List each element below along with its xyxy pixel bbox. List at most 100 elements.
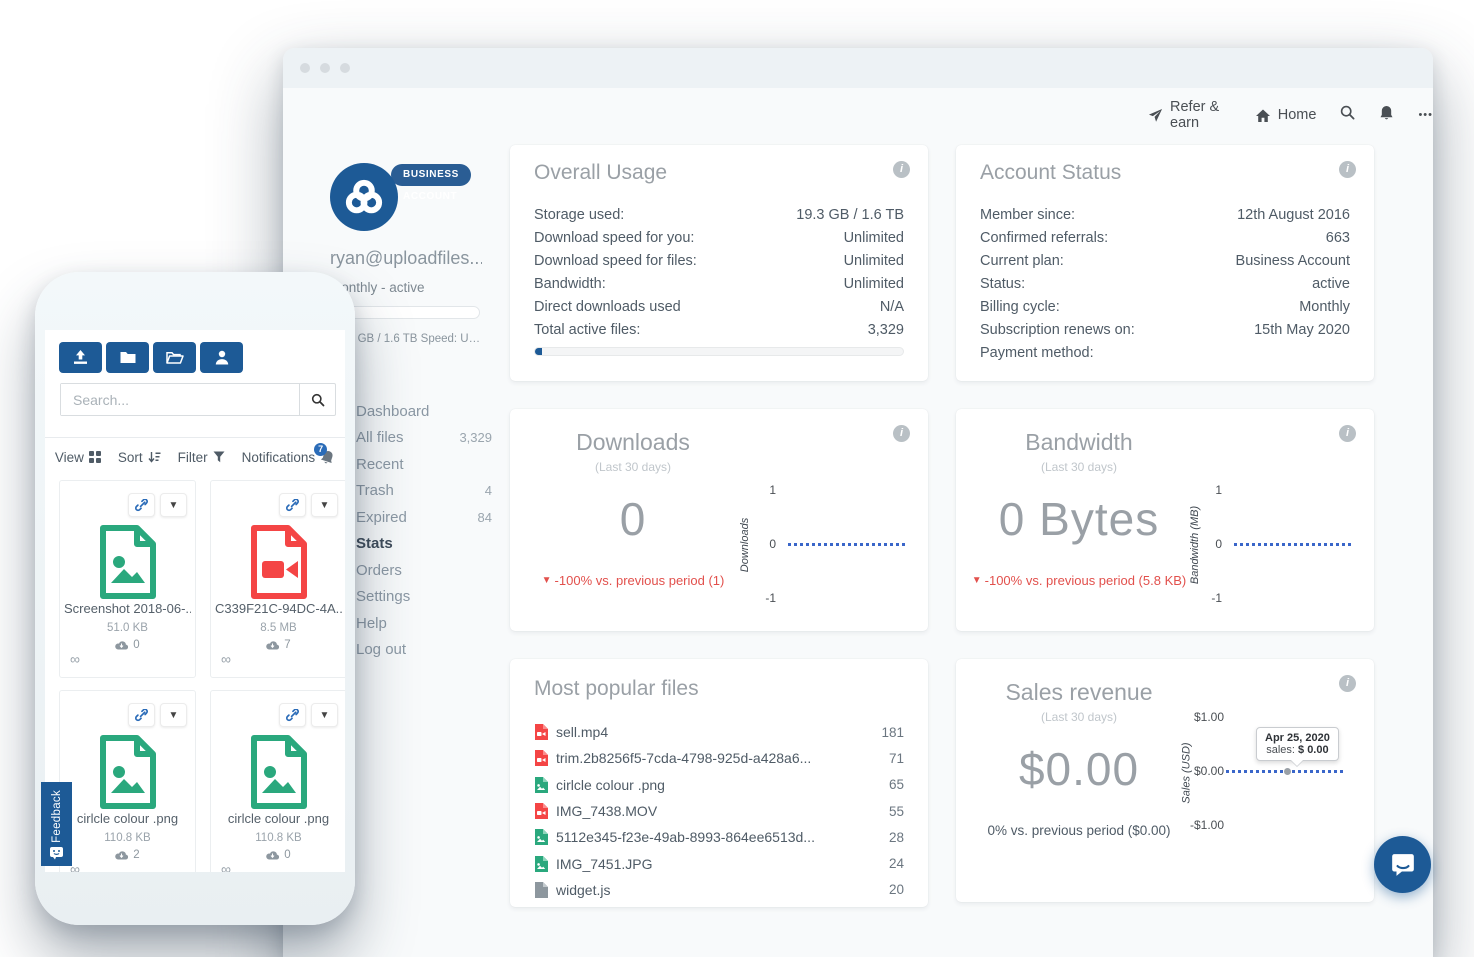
card-title: Overall Usage bbox=[534, 161, 668, 184]
row-value: Unlimited bbox=[843, 229, 904, 246]
feedback-smiley-icon bbox=[50, 847, 63, 860]
window-control-icon[interactable] bbox=[320, 63, 330, 73]
downloads-card: i Downloads (Last 30 days) 0 ▼ -100% vs. … bbox=[510, 409, 928, 631]
sidebar-item-all-files[interactable]: All files 3,329 bbox=[356, 429, 492, 447]
notifications-control[interactable]: Notifications 7 bbox=[242, 442, 336, 465]
window-control-icon[interactable] bbox=[340, 63, 350, 73]
popular-file-row[interactable]: IMG_7451.JPG 24 bbox=[522, 850, 916, 876]
user-icon bbox=[215, 350, 228, 365]
sales-delta: 0% vs. previous period ($0.00) bbox=[987, 823, 1171, 838]
search-icon[interactable] bbox=[1340, 105, 1355, 125]
file-downloads: 0 bbox=[211, 849, 345, 861]
sidebar-item-recent[interactable]: Recent bbox=[356, 455, 404, 473]
storage-progressbar bbox=[534, 347, 904, 356]
file-name: sell.mp4 bbox=[556, 724, 609, 741]
refer-earn-link[interactable]: Refer & earn bbox=[1148, 99, 1231, 131]
info-icon[interactable]: i bbox=[1339, 425, 1356, 442]
overall-usage-card: Overall Usage i Storage used: 19.3 GB / 1… bbox=[510, 145, 928, 381]
link-icon bbox=[286, 498, 299, 511]
file-menu-button[interactable]: ▼ bbox=[311, 493, 338, 517]
row-label: Download speed for files: bbox=[534, 252, 697, 269]
phone-screen: View Sort Filter Notifications 7 bbox=[45, 330, 345, 872]
sidebar-item-settings[interactable]: Settings bbox=[356, 588, 411, 606]
search-input[interactable] bbox=[61, 384, 299, 415]
file-count: 71 bbox=[888, 750, 904, 766]
more-menu-icon[interactable]: ••• bbox=[1418, 109, 1433, 121]
chart-series-line bbox=[788, 543, 908, 546]
copy-link-button[interactable] bbox=[128, 493, 155, 517]
search-button[interactable] bbox=[299, 384, 335, 415]
infinity-expiry: ∞ bbox=[70, 861, 80, 872]
sidebar-item-dashboard[interactable]: Dashboard bbox=[356, 402, 430, 420]
account-status-card: Account Status i Member since: 12th Augus… bbox=[956, 145, 1374, 381]
sales-chart: $1.00 $0.00 -$1.00 Sales (USD) Apr 25, 2… bbox=[1181, 689, 1366, 859]
row-value: 19.3 GB / 1.6 TB bbox=[796, 206, 904, 223]
feedback-tab[interactable]: Feedback bbox=[41, 782, 72, 866]
window-control-icon[interactable] bbox=[300, 63, 310, 73]
file-name: Screenshot 2018-06-... bbox=[64, 601, 191, 616]
file-card[interactable]: ▼ Screenshot 2018-06-... 51.0 KB 0 ∞ bbox=[59, 480, 196, 678]
intercom-chat-button[interactable] bbox=[1374, 836, 1431, 893]
popular-file-row[interactable]: trim.2b8256f5-7cda-4798-925d-a428a6... 7… bbox=[522, 745, 916, 771]
file-count: 181 bbox=[881, 724, 904, 740]
popular-file-row[interactable]: 5112e345-f23e-49ab-8993-864ee6513d... 28 bbox=[522, 824, 916, 850]
home-link[interactable]: Home bbox=[1255, 107, 1317, 123]
file-menu-button[interactable]: ▼ bbox=[311, 703, 338, 727]
row-value: active bbox=[1312, 275, 1350, 292]
downloads-chart: 1 0 -1 Downloads bbox=[739, 439, 920, 609]
new-folder-button[interactable] bbox=[106, 342, 149, 373]
file-size: 110.8 KB bbox=[104, 832, 151, 844]
copy-link-button[interactable] bbox=[279, 493, 306, 517]
popular-file-row[interactable]: sell.mp4 181 bbox=[522, 719, 916, 745]
sidebar-item-logout[interactable]: Log out bbox=[356, 641, 407, 659]
filter-control[interactable]: Filter bbox=[178, 450, 225, 465]
chat-bubble-icon bbox=[1391, 853, 1414, 876]
popular-file-row[interactable]: IMG_7438.MOV 55 bbox=[522, 798, 916, 824]
row-value: 3,329 bbox=[867, 321, 904, 338]
chart-hover-point bbox=[1284, 768, 1291, 775]
view-toggle[interactable]: View bbox=[55, 450, 101, 465]
y-axis-label: Bandwidth (MB) bbox=[1189, 505, 1202, 585]
sidebar-item-orders[interactable]: Orders bbox=[356, 561, 402, 579]
open-folder-button[interactable] bbox=[153, 342, 196, 373]
file-card[interactable]: ▼ cirlcle colour .png 110.8 KB 0 ∞ bbox=[210, 690, 345, 872]
storage-progress-fill bbox=[535, 348, 542, 355]
file-name: cirlcle colour .png bbox=[76, 811, 179, 826]
file-count: 65 bbox=[888, 777, 904, 793]
cloud-download-icon bbox=[115, 641, 129, 650]
info-icon[interactable]: i bbox=[893, 161, 910, 178]
sidebar-item-expired[interactable]: Expired 84 bbox=[356, 508, 492, 526]
downloads-delta: ▼ -100% vs. previous period (1) bbox=[541, 573, 725, 588]
file-card[interactable]: ▼ cirlcle colour .png 110.8 KB 2 ∞ bbox=[59, 690, 196, 872]
row-label: Status: bbox=[980, 275, 1026, 292]
home-label: Home bbox=[1277, 107, 1317, 123]
upload-icon bbox=[74, 350, 87, 364]
info-icon[interactable]: i bbox=[1339, 675, 1356, 692]
sidebar-item-stats[interactable]: Stats bbox=[356, 535, 393, 553]
row-label: Bandwidth: bbox=[534, 275, 606, 292]
file-menu-button[interactable]: ▼ bbox=[160, 703, 187, 727]
popular-file-row[interactable]: widget.js 20 bbox=[522, 877, 916, 903]
file-downloads: 0 bbox=[60, 639, 195, 651]
sidebar-item-help[interactable]: Help bbox=[356, 614, 387, 632]
sidebar-item-trash[interactable]: Trash 4 bbox=[356, 482, 492, 500]
popular-file-row[interactable]: cirlcle colour .png 65 bbox=[522, 772, 916, 798]
card-title: Bandwidth bbox=[1025, 429, 1133, 455]
row-label: Storage used: bbox=[534, 206, 625, 223]
file-menu-button[interactable]: ▼ bbox=[160, 493, 187, 517]
upload-button[interactable] bbox=[59, 342, 102, 373]
sort-control[interactable]: Sort bbox=[118, 450, 161, 465]
copy-link-button[interactable] bbox=[279, 703, 306, 727]
bell-icon[interactable] bbox=[1379, 105, 1394, 126]
row-value: N/A bbox=[879, 298, 904, 315]
account-button[interactable] bbox=[200, 342, 243, 373]
info-icon[interactable]: i bbox=[1339, 161, 1356, 178]
account-email: ryan@uploadfiles... bbox=[330, 248, 482, 268]
top-header: Refer & earn Home ••• bbox=[1148, 99, 1433, 131]
y-tick: 1 bbox=[769, 483, 776, 497]
search-icon bbox=[311, 393, 324, 406]
file-card[interactable]: ▼ C339F21C-94DC-4A... 8.5 MB 7 ∞ bbox=[210, 480, 345, 678]
downloads-value: 0 bbox=[619, 493, 647, 545]
info-icon[interactable]: i bbox=[893, 425, 910, 442]
copy-link-button[interactable] bbox=[128, 703, 155, 727]
